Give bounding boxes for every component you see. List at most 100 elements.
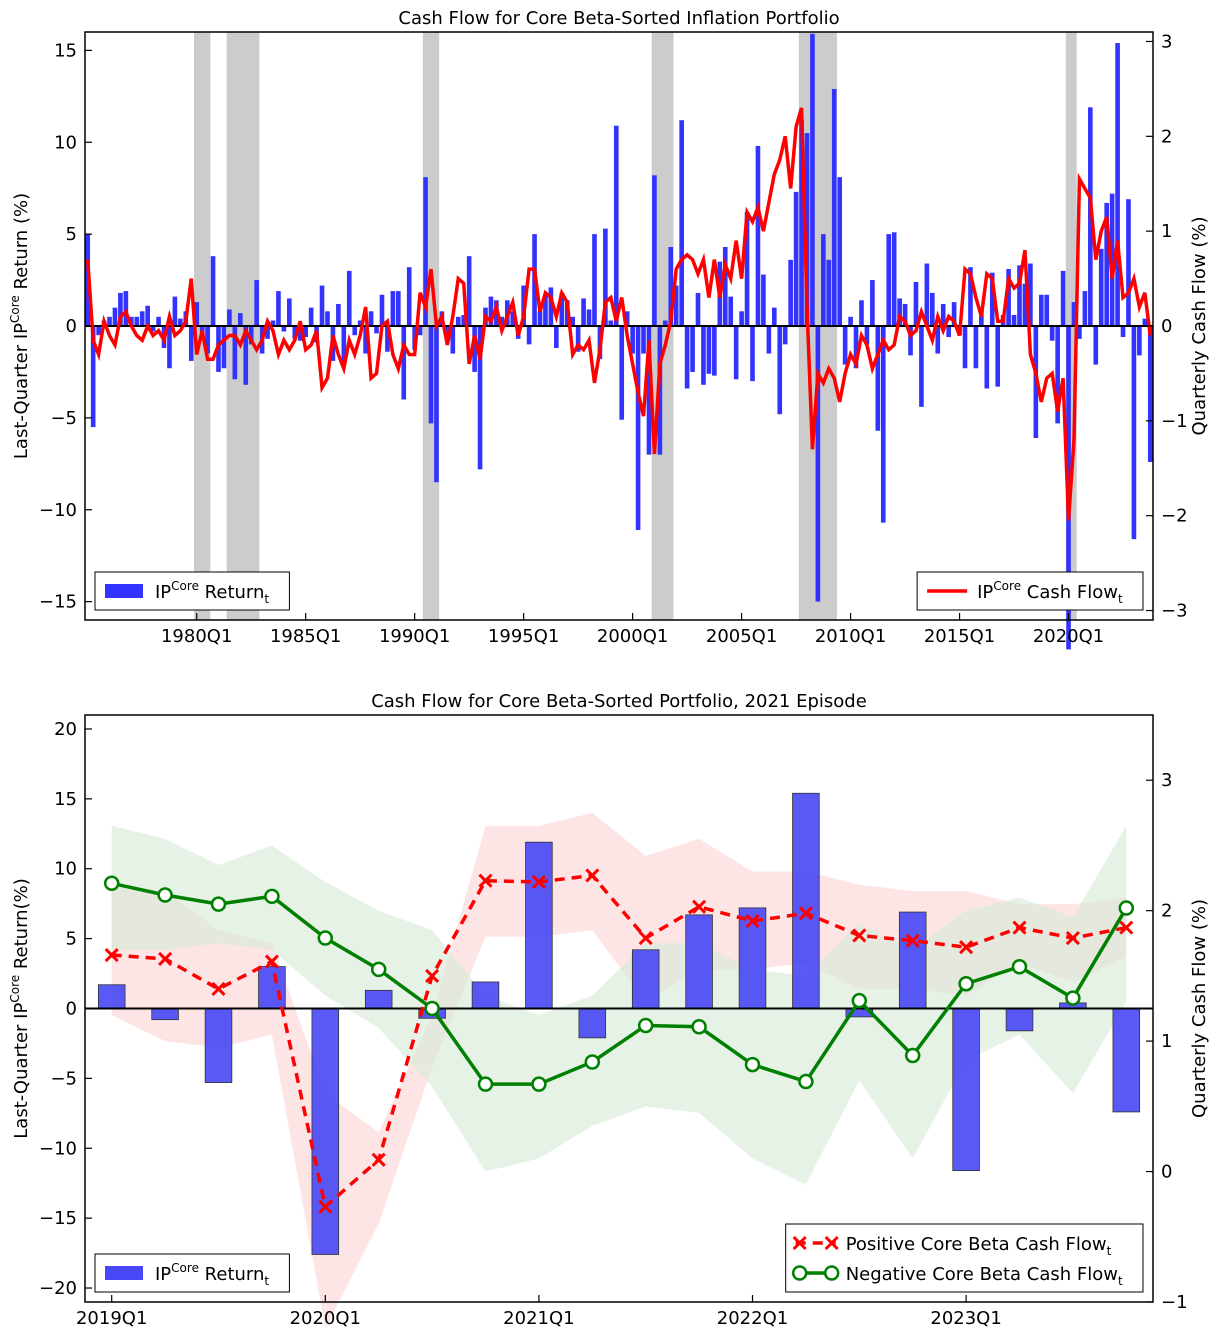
bar [652, 175, 657, 326]
bar [951, 302, 957, 326]
y2-tick-label: 2 [1161, 901, 1172, 922]
marker [959, 940, 974, 955]
bar [581, 298, 586, 326]
label-part: Quarterly Cash Flow (%) [1189, 899, 1210, 1118]
bar [118, 292, 123, 326]
label-part: Quarterly Cash Flow (%) [1189, 217, 1210, 436]
y-tick-label: 0 [66, 316, 77, 337]
label-part: Cash Flow [1021, 582, 1118, 603]
bar [423, 177, 428, 326]
bar [1120, 326, 1126, 338]
bar [919, 326, 924, 407]
marker [744, 1056, 761, 1073]
y2-axis-label: Quarterly Cash Flow (%) [1189, 217, 1210, 436]
legend: IPCore Cash Flowt [916, 571, 1144, 611]
bar [254, 280, 259, 326]
bar [428, 326, 434, 424]
bar [385, 326, 390, 352]
legend-marker [792, 1235, 807, 1251]
bar [891, 232, 897, 326]
bar [968, 267, 973, 326]
bar [472, 326, 477, 372]
bar [434, 326, 439, 483]
y2-tick-label: −1 [1161, 411, 1188, 432]
x-tick-label: 2019Q1 [76, 1308, 147, 1329]
marker [424, 1000, 440, 1017]
y-tick-label: 5 [66, 224, 77, 245]
bar [989, 272, 995, 326]
bar [668, 246, 674, 326]
bar [364, 989, 393, 1009]
y-axis-label: Last-Quarter IPCore Return(%) [8, 878, 32, 1138]
y2-tick-label: −2 [1161, 506, 1188, 527]
bar [150, 326, 156, 332]
legend-marker [791, 1265, 808, 1281]
bar [107, 316, 112, 326]
marker [852, 928, 867, 943]
bar [902, 303, 908, 326]
bar [1038, 294, 1044, 326]
marker [103, 875, 120, 892]
bar [630, 326, 635, 354]
label-part: Positive Core Beta Cash Flow [846, 1234, 1107, 1255]
y-tick-label: −15 [39, 592, 77, 613]
bar [112, 307, 118, 326]
marker [904, 1047, 921, 1064]
bar [172, 296, 178, 326]
bar [471, 981, 500, 1009]
bar [281, 326, 287, 332]
bar [685, 914, 713, 1009]
bar [1131, 326, 1137, 540]
bar [886, 234, 892, 326]
label-part: Core [171, 579, 199, 593]
bar [810, 33, 815, 327]
marker [1065, 930, 1080, 946]
label-part: Core [171, 1261, 199, 1275]
bar [1071, 302, 1077, 326]
label-part: Core [993, 579, 1021, 593]
bar [613, 125, 619, 327]
legend-label: IPCore Returnt [155, 579, 269, 606]
bar [1022, 283, 1028, 326]
label-part: t [1107, 1244, 1112, 1258]
bar [973, 326, 979, 369]
bar [706, 326, 712, 374]
bar [738, 907, 767, 1009]
legend-swatch [105, 584, 143, 598]
bar [788, 259, 793, 326]
y-tick-label: −15 [39, 1208, 77, 1229]
bar [935, 326, 941, 354]
bar [897, 298, 902, 326]
y2-axis-label: Quarterly Cash Flow (%) [1189, 899, 1210, 1118]
marker [1119, 920, 1134, 935]
marker [104, 947, 119, 963]
chart-title: Cash Flow for Core Beta-Sorted Inflation… [398, 8, 839, 29]
label-part: Core [8, 975, 22, 1003]
bar [1011, 314, 1017, 326]
bar [368, 311, 374, 326]
legend-swatch [105, 1266, 143, 1280]
bar [940, 303, 946, 326]
bar [363, 326, 368, 354]
legend-marker [824, 1235, 839, 1251]
line [85, 107, 1153, 521]
x-tick-label: 1980Q1 [161, 626, 232, 647]
x-tick-label: 1995Q1 [488, 626, 559, 647]
label-part: t [264, 592, 269, 606]
bar [766, 326, 772, 354]
bar [352, 326, 358, 336]
y2-tick-label: 0 [1161, 316, 1172, 337]
marker [798, 1073, 814, 1090]
bar [1049, 326, 1055, 341]
label-part: Return [199, 582, 264, 603]
label-part: Last-Quarter IP [11, 1003, 32, 1139]
bar [390, 291, 396, 326]
bar [346, 270, 352, 326]
bar [543, 294, 548, 326]
bar [379, 294, 385, 326]
bar [1126, 199, 1131, 326]
bar [728, 296, 734, 326]
chart-title: Cash Flow for Core Beta-Sorted Portfolio… [371, 691, 867, 712]
bar [417, 326, 423, 336]
marker [371, 1152, 386, 1167]
